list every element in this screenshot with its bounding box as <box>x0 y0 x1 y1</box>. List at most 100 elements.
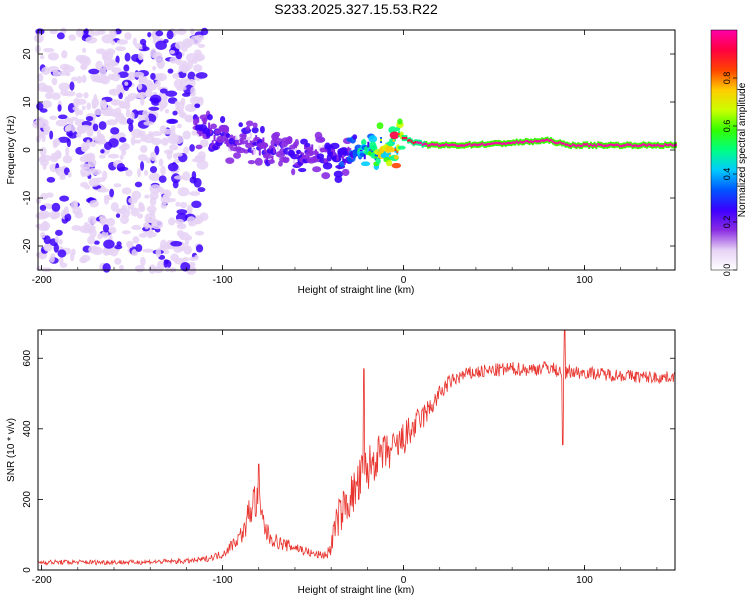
noise-blob <box>169 56 178 64</box>
noise-blob <box>130 136 136 146</box>
noise-blob <box>159 88 168 94</box>
noise-blob <box>120 208 131 218</box>
noise-blob <box>39 209 50 220</box>
noise-blob <box>65 124 72 132</box>
ridge-blob <box>235 147 246 154</box>
noise-blob <box>64 213 72 222</box>
noise-blob <box>55 229 63 236</box>
ridge-core <box>494 141 497 145</box>
ridge-core <box>479 143 482 146</box>
ridge-core <box>490 142 493 145</box>
ridge-core <box>468 142 471 146</box>
ridge-core <box>521 141 524 144</box>
ridge-core <box>595 144 598 148</box>
noise-blob <box>155 40 167 51</box>
noise-blob <box>119 137 127 143</box>
noise-blob <box>81 105 86 111</box>
noise-blob <box>100 149 105 154</box>
noise-blob <box>184 114 194 123</box>
noise-blob <box>138 232 148 238</box>
ridge-blob <box>321 172 331 180</box>
ridge-blob <box>294 138 299 147</box>
noise-blob <box>197 187 206 193</box>
noise-blob <box>111 67 122 74</box>
noise-blob <box>186 204 193 214</box>
noise-blob <box>54 167 62 173</box>
noise-blob <box>146 82 157 91</box>
ridge-core <box>651 144 654 147</box>
snr-panel: -200 -100 0 100 0 200 400 600 Height of straig… <box>6 329 676 596</box>
ridge-core <box>580 144 583 148</box>
ridge-core <box>570 144 573 148</box>
noise-blob <box>99 68 107 78</box>
noise-blob <box>149 184 162 194</box>
noise-blob <box>109 29 117 39</box>
noise-blob <box>45 203 53 210</box>
noise-blob <box>161 137 169 146</box>
noise-blob <box>88 177 100 187</box>
ridge-core <box>504 142 507 145</box>
noise-blob <box>80 166 92 177</box>
noise-blob <box>155 30 164 37</box>
ridge-blob <box>251 126 259 134</box>
ridge-core <box>636 144 639 148</box>
ridge-core <box>658 144 661 148</box>
noise-blob <box>81 258 88 264</box>
noise-blob <box>79 155 91 163</box>
noise-blob <box>199 139 209 148</box>
ridge-core <box>618 144 621 148</box>
noise-blob <box>158 99 168 109</box>
noise-blob <box>35 223 44 229</box>
ridge-core <box>421 143 424 146</box>
ridge-blob <box>361 139 367 146</box>
noise-blob <box>93 240 100 245</box>
noise-blob <box>108 226 117 234</box>
noise-blob <box>169 133 178 142</box>
ridge-blob <box>273 131 281 138</box>
noise-blob <box>165 90 178 97</box>
ridge-core <box>615 143 618 146</box>
noise-blob <box>87 215 97 225</box>
noise-blob <box>57 70 69 76</box>
ridge-core <box>483 143 486 147</box>
ridge-blob <box>296 149 302 155</box>
ridge-core <box>425 142 428 146</box>
noise-blob <box>52 138 61 147</box>
snr-y-label: SNR (10 * v/v) <box>6 418 17 482</box>
noise-blob <box>162 249 170 254</box>
noise-blob <box>137 154 148 162</box>
noise-blob <box>188 256 197 262</box>
noise-blob <box>92 123 99 132</box>
ridge-core <box>452 143 455 147</box>
noise-blob <box>190 28 195 36</box>
ridge-cell <box>228 145 231 152</box>
noise-blob <box>191 130 198 136</box>
ridge-cell <box>235 135 238 142</box>
ridge-core <box>408 139 411 142</box>
noise-blob <box>110 61 119 66</box>
noise-blob <box>101 170 108 181</box>
ridge-core <box>481 142 484 145</box>
noise-blob <box>177 123 182 129</box>
ridge-blob <box>210 123 217 130</box>
noise-blob <box>43 243 53 252</box>
noise-blob <box>195 230 205 236</box>
noise-blob <box>88 225 96 231</box>
snr-series-line <box>37 329 675 567</box>
ridge-core <box>562 142 565 145</box>
noise-blob <box>108 88 121 96</box>
ridge-blob <box>259 125 265 134</box>
ridge-blob <box>252 122 258 128</box>
ridge-core <box>515 140 518 143</box>
ridge-core <box>606 144 609 147</box>
ridge-core <box>571 143 574 146</box>
noise-blob <box>178 233 186 238</box>
noise-blob <box>69 81 75 91</box>
noise-blob <box>63 206 69 215</box>
noise-blob <box>38 156 47 163</box>
noise-blob <box>125 95 136 102</box>
noise-blob <box>58 136 70 143</box>
ridge-core <box>513 141 516 144</box>
ridge-blob <box>286 136 293 144</box>
